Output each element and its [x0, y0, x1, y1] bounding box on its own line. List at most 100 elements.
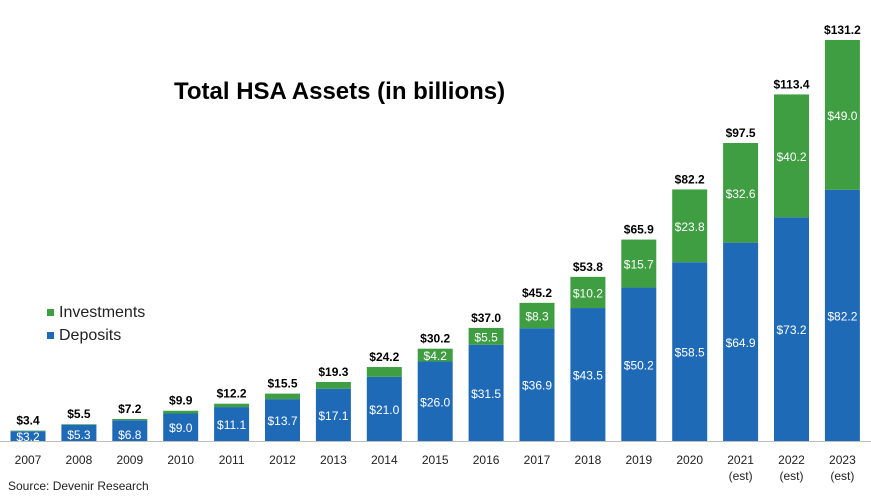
bar-deposits	[621, 287, 657, 441]
legend-label-investments: Investments	[59, 303, 146, 321]
data-label-total: $82.2	[675, 172, 705, 186]
data-label-total: $15.5	[267, 377, 297, 391]
bar-investments	[417, 348, 453, 362]
bar-investments	[265, 393, 300, 400]
chart-title: Total HSA Assets (in billions)	[174, 78, 506, 105]
data-label-investments: $49.0	[827, 109, 857, 123]
data-label-total: $97.5	[726, 126, 756, 140]
data-label-deposits: $6.8	[118, 428, 142, 442]
bar-deposits	[61, 424, 97, 441]
data-label-total: $19.3	[318, 365, 348, 379]
data-label-deposits: $26.0	[420, 395, 450, 409]
x-tick-label: 2013	[320, 453, 347, 467]
bar-deposits	[468, 344, 504, 441]
bar-investments	[366, 367, 402, 377]
bar-deposits	[163, 413, 199, 441]
bar-deposits	[315, 388, 351, 441]
x-tick-label: 2011	[219, 453, 245, 467]
legend-swatch-deposits	[47, 332, 54, 339]
x-tick-label: 2022	[778, 453, 805, 467]
data-label-total: $131.2	[824, 23, 861, 37]
bar-deposits	[366, 376, 402, 441]
x-tick-label: 2010	[167, 453, 194, 467]
data-label-deposits: $31.5	[471, 387, 501, 401]
x-tick-label: 2016	[473, 453, 500, 467]
data-label-deposits: $82.2	[827, 309, 857, 323]
data-label-investments: $5.5	[474, 330, 498, 344]
bar-investments	[723, 143, 759, 243]
data-label-total: $53.8	[573, 260, 603, 274]
x-tick-label: 2012	[269, 453, 296, 467]
legend-item-investments: Investments	[47, 301, 145, 324]
legend: Investments Deposits	[47, 301, 145, 347]
data-label-total: $12.2	[217, 387, 247, 401]
data-label-investments: $32.6	[726, 187, 756, 201]
data-label-total: $3.4	[16, 414, 40, 428]
data-label-total: $5.5	[67, 407, 91, 421]
bar-deposits	[10, 431, 46, 441]
bar-investments	[61, 424, 97, 425]
data-label-deposits: $9.0	[169, 421, 193, 435]
bar-investments	[315, 382, 351, 389]
data-label-investments: $10.2	[573, 286, 603, 300]
bar-deposits	[519, 328, 555, 441]
bar-deposits	[723, 242, 759, 441]
legend-item-deposits: Deposits	[47, 324, 145, 347]
bar-deposits	[824, 189, 860, 441]
data-label-investments: $4.2	[424, 349, 448, 363]
x-tick-label: (est)	[830, 469, 854, 483]
data-label-total: $37.0	[471, 311, 501, 325]
data-label-investments: $23.8	[675, 220, 705, 234]
x-tick-label: 2015	[422, 453, 449, 467]
x-tick-label: 2008	[66, 453, 93, 467]
legend-label-deposits: Deposits	[59, 326, 122, 344]
data-label-deposits: $21.0	[369, 403, 399, 417]
bar-investments	[112, 418, 148, 421]
data-label-total: $24.2	[369, 350, 399, 364]
data-label-deposits: $13.7	[267, 414, 297, 428]
x-tick-label: 2020	[676, 453, 703, 467]
bar-investments	[774, 94, 809, 218]
bar-investments	[519, 302, 555, 329]
data-label-investments: $40.2	[776, 150, 806, 164]
bar-investments	[163, 410, 199, 414]
data-label-deposits: $3.2	[16, 430, 40, 444]
data-label-deposits: $58.5	[675, 346, 705, 360]
bar-investments	[570, 276, 606, 309]
x-tick-label: (est)	[780, 469, 804, 483]
legend-swatch-investments	[47, 309, 54, 316]
x-tick-label: (est)	[729, 469, 753, 483]
bar-deposits	[570, 308, 606, 441]
bar-investments	[621, 239, 657, 288]
data-label-deposits: $43.5	[573, 369, 603, 383]
bar-investments	[10, 430, 46, 432]
bar-deposits	[112, 420, 148, 441]
data-label-total: $113.4	[773, 77, 809, 91]
data-label-investments: $8.3	[525, 310, 549, 324]
bar-investments	[214, 403, 250, 408]
bar-deposits	[214, 407, 250, 441]
x-tick-label: 2007	[15, 453, 42, 467]
data-label-deposits: $36.9	[522, 379, 552, 393]
bar-investments	[824, 40, 860, 190]
bar-investments	[468, 327, 504, 345]
x-tick-label: 2014	[371, 453, 398, 467]
data-label-deposits: $17.1	[318, 409, 348, 423]
data-label-total: $65.9	[624, 223, 654, 237]
data-label-deposits: $50.2	[624, 358, 654, 372]
bar-deposits	[417, 361, 453, 441]
data-label-deposits: $73.2	[776, 323, 806, 337]
bar-investments	[672, 189, 708, 263]
x-tick-label: 2018	[575, 453, 602, 467]
data-label-total: $30.2	[420, 332, 450, 346]
data-label-total: $9.9	[169, 394, 193, 408]
x-tick-label: 2009	[116, 453, 143, 467]
data-label-deposits: $11.1	[217, 418, 246, 432]
bar-deposits	[774, 217, 809, 441]
source-note: Source: Devenir Research	[8, 479, 149, 493]
bar-deposits	[672, 262, 708, 441]
data-label-deposits: $64.9	[726, 336, 756, 350]
data-label-total: $45.2	[522, 286, 552, 300]
x-tick-label: 2021	[727, 453, 754, 467]
x-tick-label: 2017	[524, 453, 551, 467]
